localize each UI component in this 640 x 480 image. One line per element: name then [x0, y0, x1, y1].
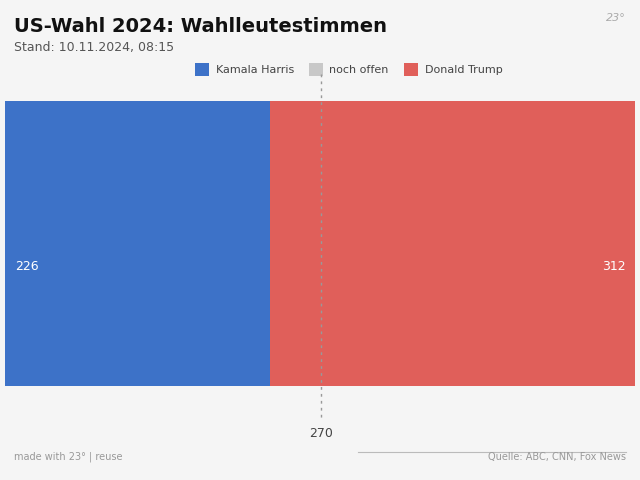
- Text: US-Wahl 2024: Wahlleutestimmen: US-Wahl 2024: Wahlleutestimmen: [14, 17, 387, 36]
- Text: Stand: 10.11.2024, 08:15: Stand: 10.11.2024, 08:15: [14, 41, 174, 54]
- Text: 23°: 23°: [605, 13, 626, 24]
- Bar: [269, 101, 635, 386]
- Text: Quelle: ABC, CNN, Fox News: Quelle: ABC, CNN, Fox News: [488, 452, 626, 462]
- Bar: [195, 63, 209, 76]
- Text: Kamala Harris: Kamala Harris: [216, 65, 294, 74]
- Bar: [404, 63, 419, 76]
- Bar: [5, 101, 269, 386]
- Text: made with 23° | reuse: made with 23° | reuse: [14, 451, 123, 462]
- Text: Donald Trump: Donald Trump: [425, 65, 502, 74]
- Text: noch offen: noch offen: [329, 65, 388, 74]
- Text: 270: 270: [309, 427, 333, 440]
- Text: 312: 312: [602, 260, 625, 273]
- Bar: [308, 63, 323, 76]
- Text: 226: 226: [15, 260, 38, 273]
